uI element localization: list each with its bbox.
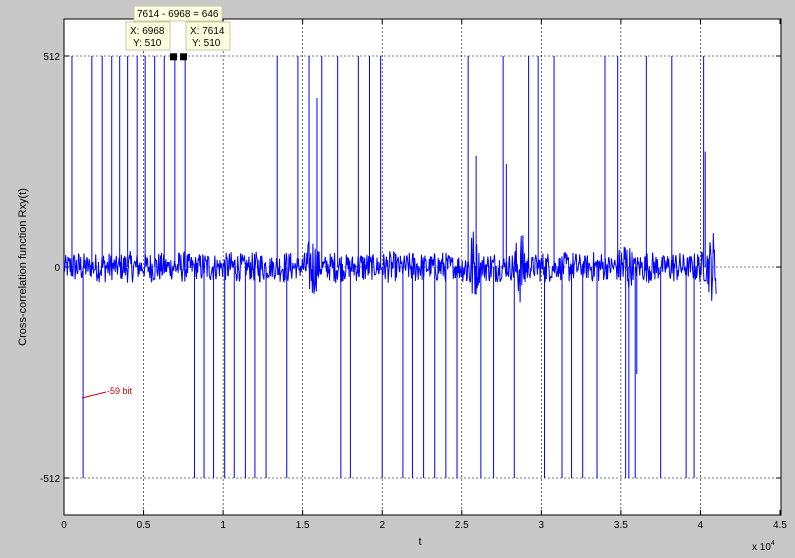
x-tick-label: 3 <box>539 520 545 531</box>
datatip-difference-label: 7614 - 6968 = 646 <box>137 9 219 20</box>
y-tick-label: 512 <box>43 52 60 63</box>
datatip-1-y: Y: 510 <box>133 38 162 49</box>
annotation-label: -59 bit <box>107 386 133 396</box>
x-tick-label: 0.5 <box>137 520 151 531</box>
x-tick-label: 1 <box>220 520 226 531</box>
x-tick-label: 4.5 <box>773 520 787 531</box>
series-line <box>63 56 717 478</box>
noise-trace <box>63 231 717 303</box>
x-tick-labels: 0 0.5 1 1.5 2 2.5 3 3.5 4 4.5 <box>61 520 787 531</box>
annotation-pointer <box>81 391 107 399</box>
datatip-2-y: Y: 510 <box>192 38 221 49</box>
x-axis-label: t <box>418 536 421 548</box>
x-tick-label: 0 <box>61 520 67 531</box>
y-tick-labels: -512 0 512 <box>40 52 60 485</box>
datatip-difference-box <box>133 5 223 22</box>
datatip-2-x: X: 7614 <box>190 26 225 37</box>
datatip-1-marker[interactable] <box>170 53 177 61</box>
datatip-2-marker[interactable] <box>180 53 187 61</box>
x-tick-label: 3.5 <box>614 520 628 531</box>
y-tick-label: 0 <box>54 263 60 274</box>
y-axis-label: Cross-correlation function Rxy(t) <box>17 188 29 346</box>
x-tick-label: 4 <box>698 520 704 531</box>
datatip-1-x: X: 6968 <box>130 26 165 37</box>
y-tick-label: -512 <box>40 474 60 485</box>
x-tick-label: 2 <box>379 520 385 531</box>
datatip-2-box <box>185 21 231 51</box>
x-exponent-label: x 104 <box>752 540 775 553</box>
x-tick-label: 2.5 <box>455 520 469 531</box>
datatip-1-box <box>125 21 171 51</box>
x-tick-label: 1.5 <box>296 520 310 531</box>
